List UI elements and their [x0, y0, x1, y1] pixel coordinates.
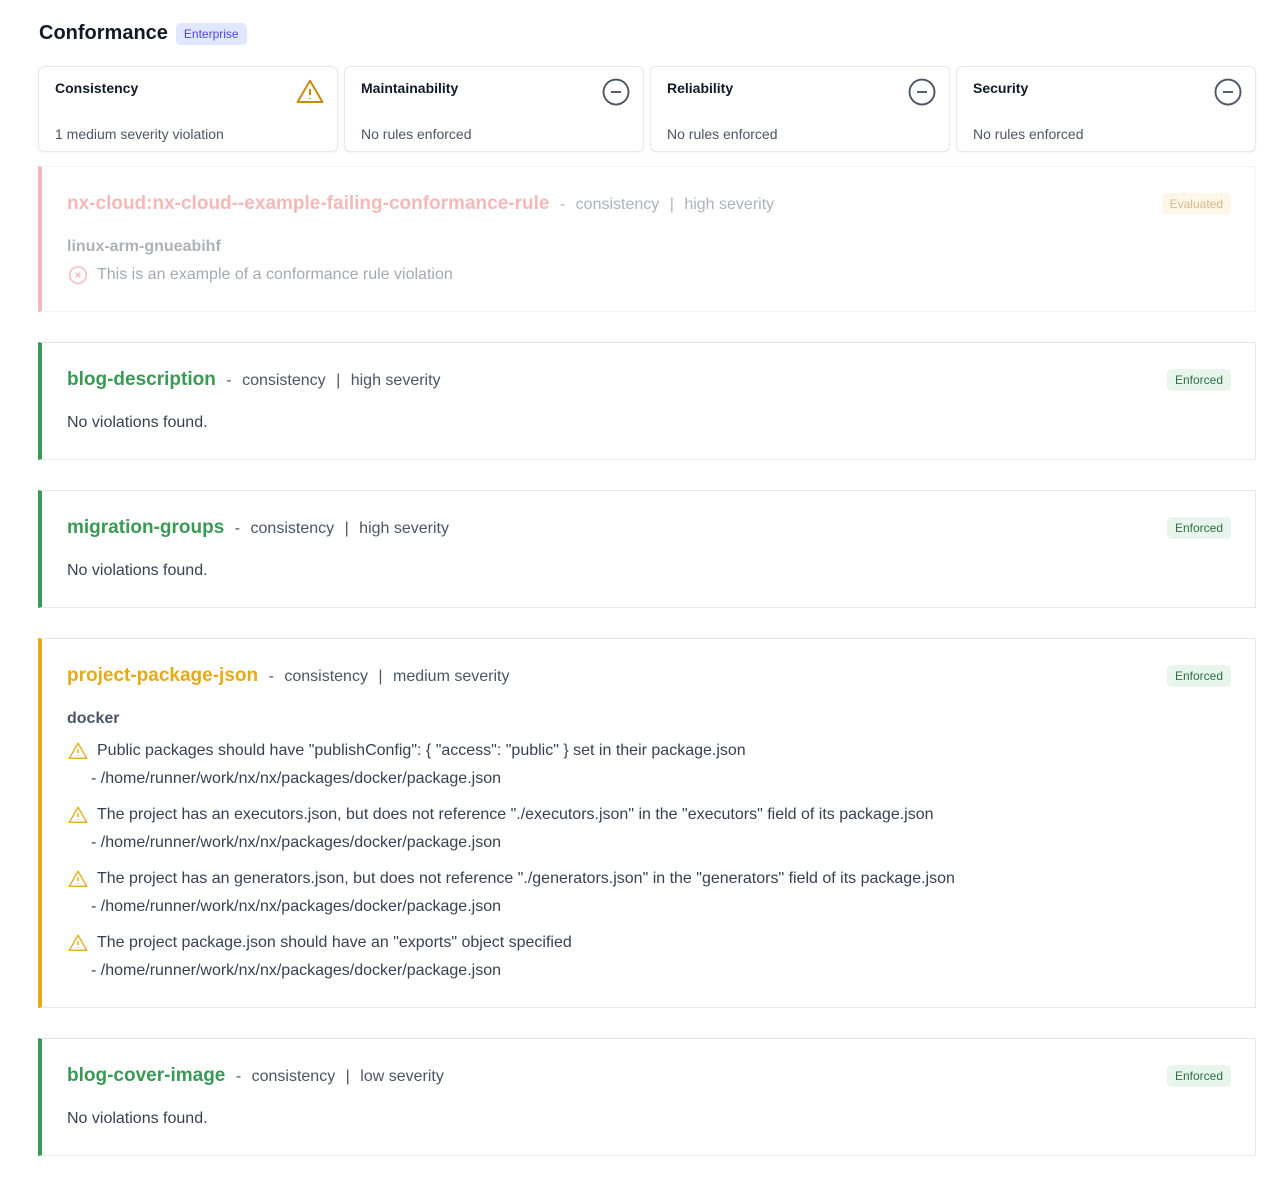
rule-severity: medium severity	[393, 668, 510, 685]
violation-item: The project has an executors.json, but d…	[67, 804, 934, 826]
rule-severity: high severity	[359, 520, 449, 537]
violation-item: The project package.json should have an …	[67, 932, 572, 954]
rule-header: nx-cloud:nx-cloud--example-failing-confo…	[67, 193, 774, 215]
enterprise-badge: Enterprise	[175, 22, 247, 45]
warning-icon	[296, 79, 324, 103]
separator: |	[344, 520, 349, 537]
violation-text: This is an example of a conformance rule…	[97, 266, 453, 283]
rule-severity: high severity	[350, 372, 441, 389]
rule-name[interactable]: project-package-json	[67, 665, 259, 686]
violation-text: The project package.json should have an …	[97, 934, 572, 951]
rule-section: blog-cover-image - consistency | low sev…	[38, 1038, 1256, 1156]
violation-path: - /home/runner/work/nx/nx/packages/docke…	[91, 898, 501, 915]
x-circle-icon	[69, 266, 87, 284]
status-badge: Evaluated	[1161, 193, 1231, 215]
rule-header: blog-description - consistency | high se…	[67, 369, 441, 391]
warning-icon	[68, 870, 88, 888]
card-consistency[interactable]: Consistency 1 medium severity violation	[38, 66, 338, 152]
separator: |	[345, 1068, 350, 1085]
rule-name[interactable]: nx-cloud:nx-cloud--example-failing-confo…	[67, 193, 550, 214]
rule-category: consistency	[251, 1068, 336, 1085]
no-violations-text: No violations found.	[67, 1110, 208, 1127]
rule-severity: low severity	[360, 1068, 444, 1085]
rule-header: blog-cover-image - consistency | low sev…	[67, 1065, 444, 1087]
project-name: linux-arm-gnueabihf	[67, 238, 221, 255]
rule-header: project-package-json - consistency | med…	[67, 665, 509, 687]
violation-item: Public packages should have "publishConf…	[67, 740, 746, 762]
rule-name[interactable]: blog-description	[67, 369, 216, 390]
violation-text: The project has an executors.json, but d…	[97, 806, 934, 823]
rule-header: migration-groups - consistency | high se…	[67, 517, 449, 539]
separator: -	[559, 196, 566, 213]
no-violations-text: No violations found.	[67, 414, 208, 431]
separator: -	[235, 1068, 242, 1085]
card-name: Security	[973, 80, 1029, 96]
page-header: Conformance Enterprise	[39, 22, 247, 45]
rule-severity: high severity	[684, 196, 775, 213]
rule-category: consistency	[575, 196, 660, 213]
rule-category: consistency	[242, 372, 326, 389]
violation-item: This is an example of a conformance rule…	[67, 264, 453, 286]
separator: |	[669, 196, 674, 213]
separator: -	[234, 520, 241, 537]
separator: -	[226, 372, 232, 389]
card-maintainability[interactable]: Maintainability No rules enforced	[344, 66, 644, 152]
card-name: Maintainability	[361, 80, 459, 96]
card-name: Reliability	[667, 80, 734, 96]
warning-icon	[68, 806, 88, 824]
card-name: Consistency	[55, 80, 139, 96]
violation-item: The project has an generators.json, but …	[67, 868, 955, 890]
violation-path: - /home/runner/work/nx/nx/packages/docke…	[91, 834, 501, 851]
minus-circle-icon	[908, 78, 936, 106]
card-desc: No rules enforced	[973, 126, 1084, 142]
warning-icon	[68, 742, 88, 760]
violation-path: - /home/runner/work/nx/nx/packages/docke…	[91, 962, 501, 979]
no-violations-text: No violations found.	[67, 562, 208, 579]
status-badge: Enforced	[1166, 665, 1231, 687]
card-desc: 1 medium severity violation	[55, 126, 224, 142]
violation-path: - /home/runner/work/nx/nx/packages/docke…	[91, 770, 501, 787]
card-desc: No rules enforced	[361, 126, 472, 142]
rule-category: consistency	[284, 668, 368, 685]
separator: |	[336, 372, 341, 389]
page-title: Conformance	[39, 22, 168, 44]
separator: |	[378, 668, 383, 685]
category-cards: Consistency 1 medium severity violation …	[38, 66, 1256, 152]
rule-section: nx-cloud:nx-cloud--example-failing-confo…	[38, 166, 1256, 312]
card-security[interactable]: Security No rules enforced	[956, 66, 1256, 152]
rule-name[interactable]: blog-cover-image	[67, 1065, 226, 1086]
rule-section: blog-description - consistency | high se…	[38, 342, 1256, 460]
warning-icon	[68, 934, 88, 952]
card-reliability[interactable]: Reliability No rules enforced	[650, 66, 950, 152]
violation-text: Public packages should have "publishConf…	[97, 742, 746, 759]
separator: -	[268, 668, 274, 685]
card-desc: No rules enforced	[667, 126, 778, 142]
status-badge: Enforced	[1166, 369, 1231, 391]
status-badge: Enforced	[1166, 1065, 1231, 1087]
violation-text: The project has an generators.json, but …	[97, 870, 955, 887]
rule-name[interactable]: migration-groups	[67, 517, 225, 538]
rule-section: migration-groups - consistency | high se…	[38, 490, 1256, 608]
minus-circle-icon	[1214, 78, 1242, 106]
project-name: docker	[67, 710, 120, 727]
rule-category: consistency	[250, 520, 335, 537]
status-badge: Enforced	[1166, 517, 1231, 539]
rule-section: project-package-json - consistency | med…	[38, 638, 1256, 1008]
minus-circle-icon	[602, 78, 630, 106]
